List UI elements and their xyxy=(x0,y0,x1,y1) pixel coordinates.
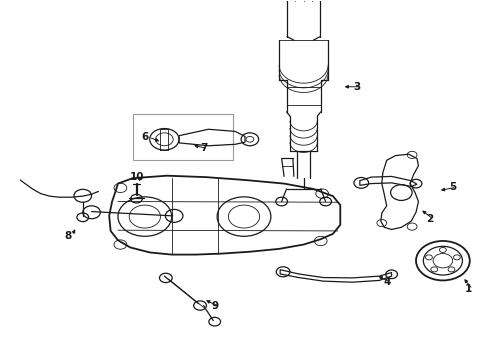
Text: 2: 2 xyxy=(426,215,433,224)
Text: 7: 7 xyxy=(200,143,207,153)
Text: 1: 1 xyxy=(465,284,472,294)
Text: 9: 9 xyxy=(211,301,218,311)
Bar xyxy=(133,114,233,160)
Text: 5: 5 xyxy=(449,182,456,192)
Text: 10: 10 xyxy=(130,172,145,182)
Text: 3: 3 xyxy=(354,82,361,92)
Text: 6: 6 xyxy=(141,132,148,142)
Text: 8: 8 xyxy=(65,231,72,240)
Text: 4: 4 xyxy=(383,277,391,287)
